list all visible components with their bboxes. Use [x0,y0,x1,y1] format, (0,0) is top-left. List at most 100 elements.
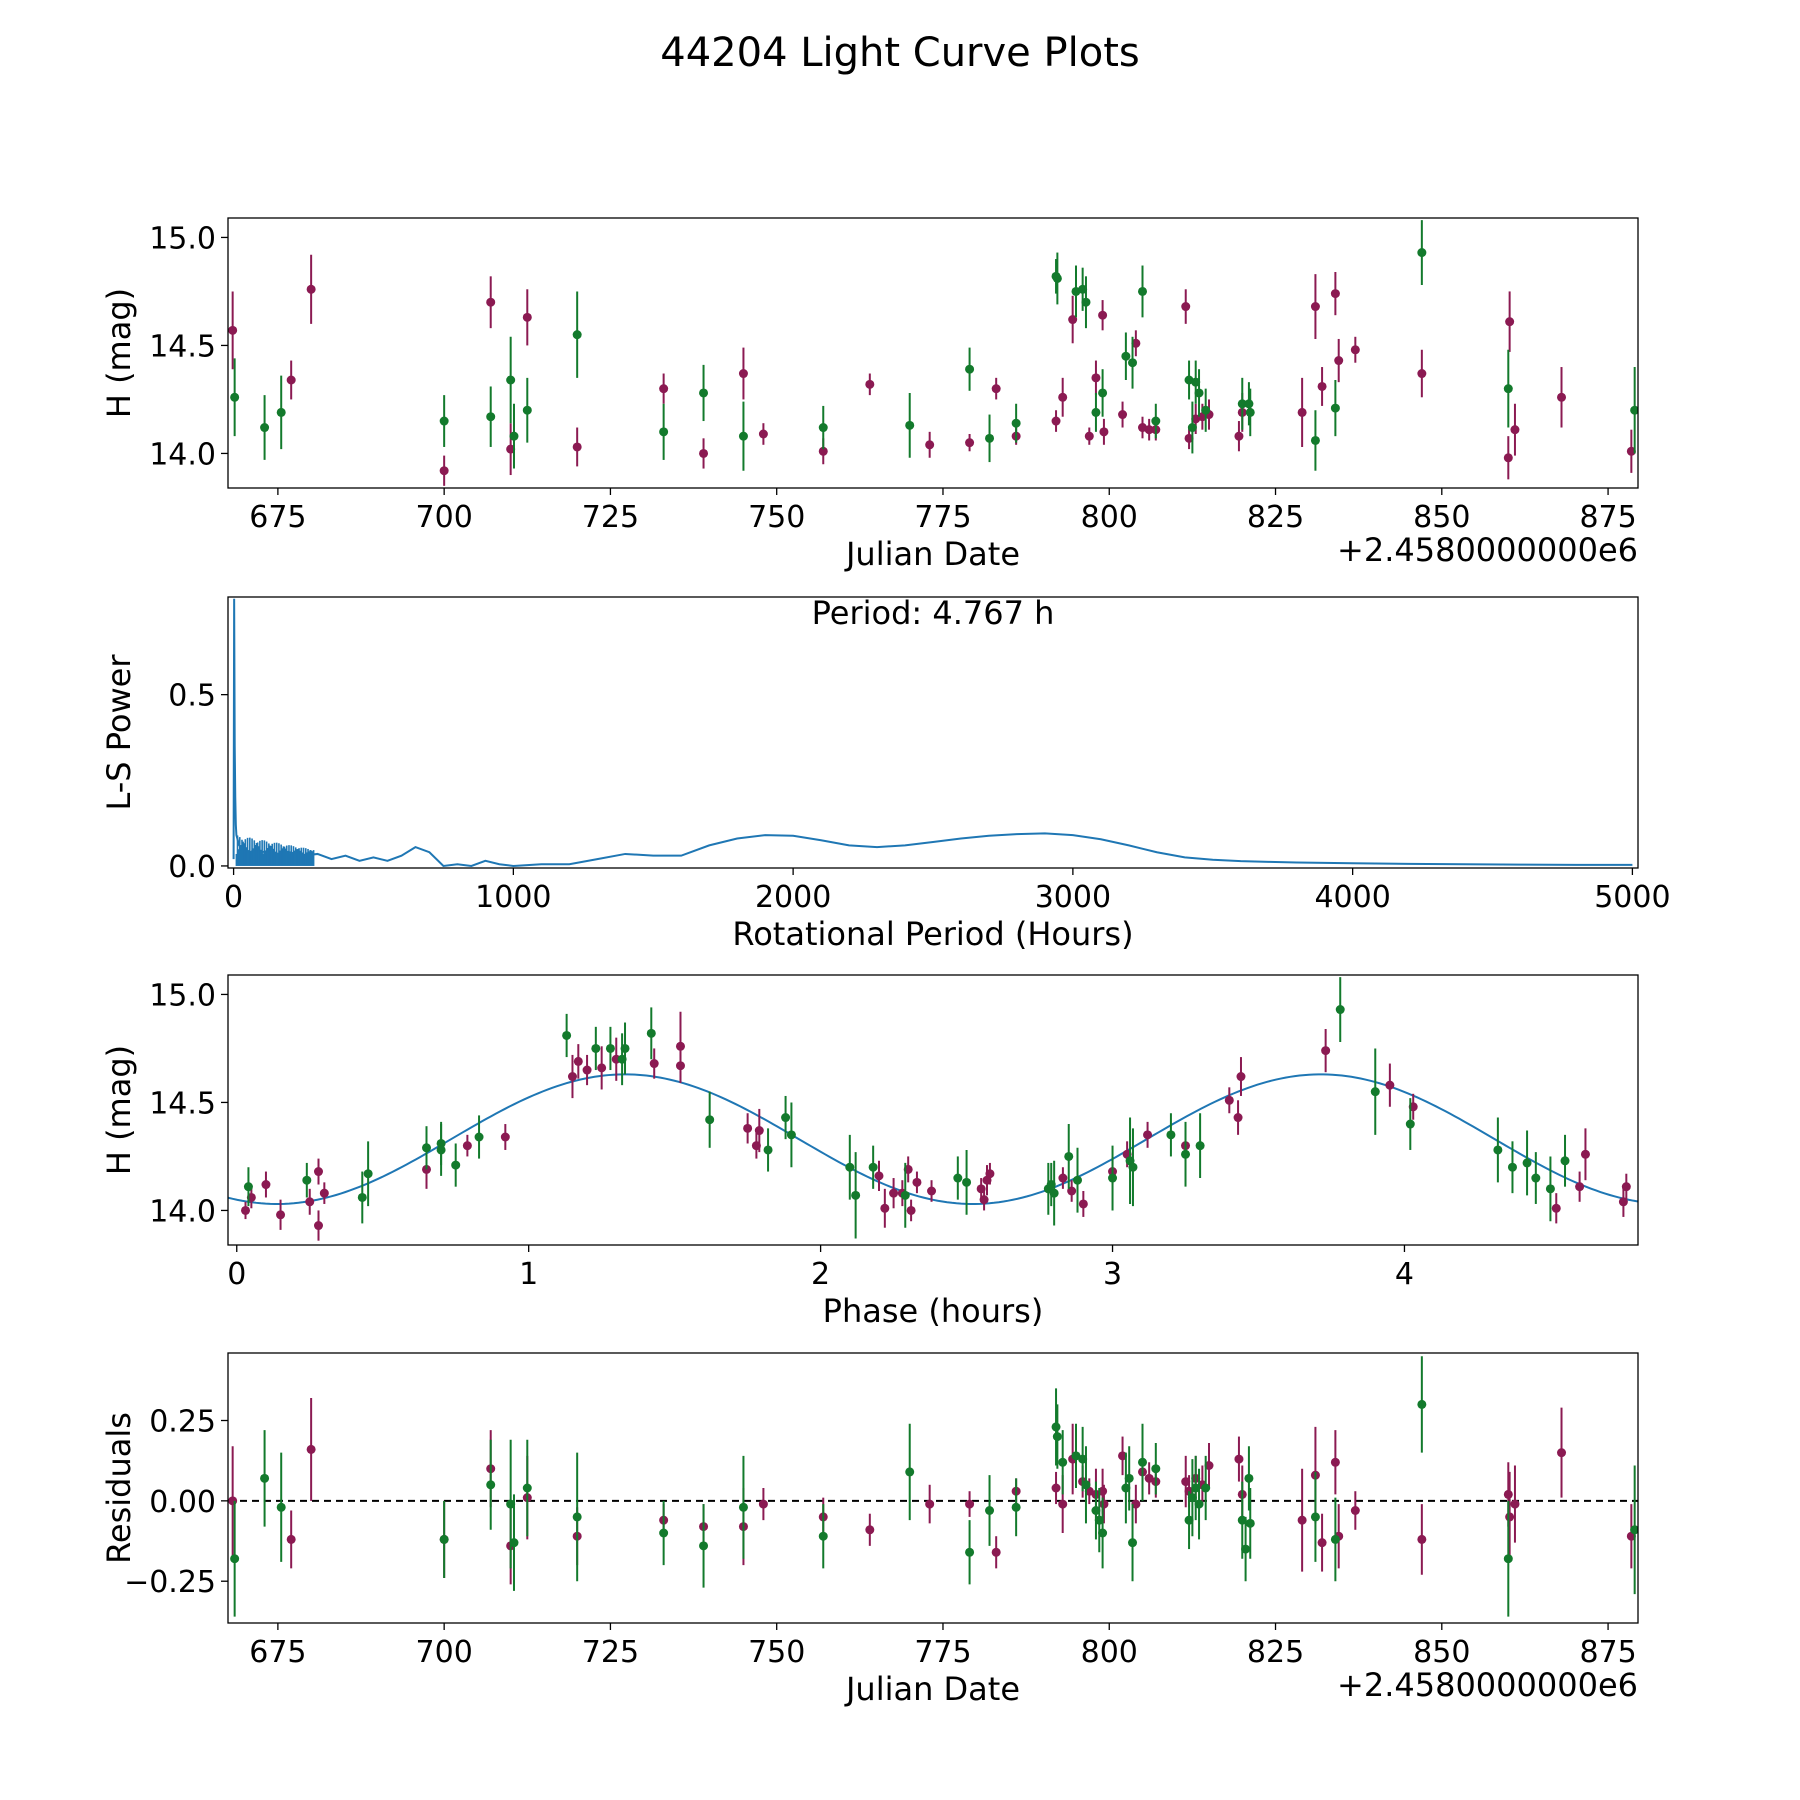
residuals-point-green [1330,1534,1340,1544]
phased-point-magenta [305,1197,315,1207]
lightcurve-point-magenta [1098,310,1108,320]
residuals-point-green [1138,1457,1148,1467]
lightcurve-point-green [1011,418,1021,428]
lightcurve-point-magenta [228,325,238,335]
phased-point-magenta [1233,1113,1243,1123]
residuals-point-green [230,1554,240,1564]
lightcurve-point-magenta [572,442,582,452]
residuals-point-green [1052,1432,1062,1442]
periodogram-ytick-label: 0.5 [168,679,216,714]
lightcurve-point-magenta [522,312,532,322]
phased-point-green [868,1162,878,1172]
residuals-xtick-label: 775 [914,1635,971,1670]
residuals-point-green [818,1531,828,1541]
residuals-point-green [1151,1464,1161,1474]
phased-panel: 0 1 2 3 4 14.0 14.5 15.0 Phase (hours) H (mag) [100,974,1639,1330]
phased-point-green [781,1113,791,1123]
residuals-plot-area [228,1356,1638,1617]
phased-point-green [900,1190,910,1200]
residuals-point-magenta [1505,1512,1515,1522]
lightcurve-point-green [1310,435,1320,445]
lightcurve-point-magenta [1234,431,1244,441]
residuals-point-green [522,1483,532,1493]
lightcurve-point-green [1191,377,1201,387]
lightcurve-point-green [506,375,516,385]
lightcurve-point-green [1151,416,1161,426]
residuals-point-green [1417,1399,1427,1409]
phased-point-green [1064,1151,1074,1161]
lightcurve-point-green [572,330,582,340]
phased-point-magenta [573,1056,583,1066]
lightcurve-xtick-label: 675 [249,500,306,535]
residuals-point-magenta [965,1499,975,1509]
lightcurve-point-magenta [1144,425,1154,435]
phased-point-magenta [1385,1080,1395,1090]
residuals-xtick-label: 675 [249,1635,306,1670]
phased-point-green [1335,1005,1345,1015]
phased-point-green [451,1160,461,1170]
residuals-point-magenta [1317,1538,1327,1548]
lightcurve-point-magenta [1503,453,1513,463]
lightcurve-point-magenta [1510,425,1520,435]
lightcurve-point-green [276,407,286,417]
lightcurve-point-green [1138,286,1148,296]
periodogram-xlabel: Rotational Period (Hours) [732,915,1133,953]
residuals-point-green [1011,1502,1021,1512]
phased-point-green [474,1132,484,1142]
phased-ytick-label: 14.0 [149,1194,216,1229]
residuals-point-magenta [228,1496,238,1506]
residuals-point-magenta [1181,1477,1191,1487]
phased-point-magenta [1058,1173,1068,1183]
residuals-offset-label: +2.4580000000e6 [1337,1666,1638,1704]
residuals-point-magenta [1144,1473,1154,1483]
residuals-point-green [509,1538,519,1548]
phased-xtick-label: 1 [519,1257,538,1292]
phased-point-green [422,1143,432,1153]
residuals-xtick-label: 825 [1247,1635,1304,1670]
residuals-ytick-label: 0.25 [149,1405,216,1440]
lightcurve-point-magenta [1310,302,1320,312]
lightcurve-point-magenta [1091,373,1101,383]
phased-point-magenta [754,1126,764,1136]
lightcurve-offset-label: +2.4580000000e6 [1337,531,1638,569]
phased-point-magenta [582,1065,592,1075]
residuals-point-green [985,1506,995,1515]
residuals-point-magenta [1503,1489,1513,1499]
lightcurve-point-green [1128,358,1138,368]
phased-point-green [1073,1175,1083,1185]
residuals-panel: 675 700 725 750 775 800 825 850 875 −0.25 0.00 0.25… [100,1352,1639,1708]
lightcurve-panel: 675 700 725 750 775 800 825 850 875 14.0 14.5 15.0 J… [100,217,1639,573]
residuals-point-magenta [1330,1457,1340,1467]
phased-point-magenta [1236,1072,1246,1082]
lightcurve-point-green [1630,405,1638,415]
lightcurve-xtick-label: 850 [1413,500,1470,535]
lightcurve-xtick-label: 750 [748,500,805,535]
residuals-point-magenta [286,1534,296,1544]
phased-point-green [562,1030,572,1040]
lightcurve-point-magenta [925,440,935,450]
phased-point-green [1181,1149,1191,1159]
lightcurve-point-magenta [1417,369,1427,379]
residuals-point-magenta [1417,1534,1427,1544]
lightcurve-ytick-label: 15.0 [149,221,216,256]
phased-point-green [363,1169,373,1179]
residuals-point-magenta [991,1547,1001,1557]
residuals-point-magenta [1051,1483,1061,1493]
phased-point-green [1195,1141,1205,1151]
lightcurve-ytick-label: 14.0 [149,437,216,472]
residuals-xtick-label: 725 [582,1635,639,1670]
lightcurve-point-green [905,420,915,430]
residuals-point-magenta [865,1525,875,1535]
lightcurve-xlabel: Julian Date [844,535,1020,573]
lightcurve-ytick-label: 14.5 [149,329,216,364]
residuals-point-green [1081,1480,1091,1490]
lightcurve-point-magenta [1557,392,1567,402]
lightcurve-point-green [985,433,995,443]
periodogram-annotation: Period: 4.767 h [812,594,1055,632]
phased-xtick-label: 3 [1103,1257,1122,1292]
residuals-point-green [1237,1515,1247,1525]
phased-point-green [705,1115,715,1125]
phased-point-magenta [319,1188,329,1198]
phased-point-green [1128,1162,1138,1172]
lightcurve-point-magenta [1068,315,1078,325]
